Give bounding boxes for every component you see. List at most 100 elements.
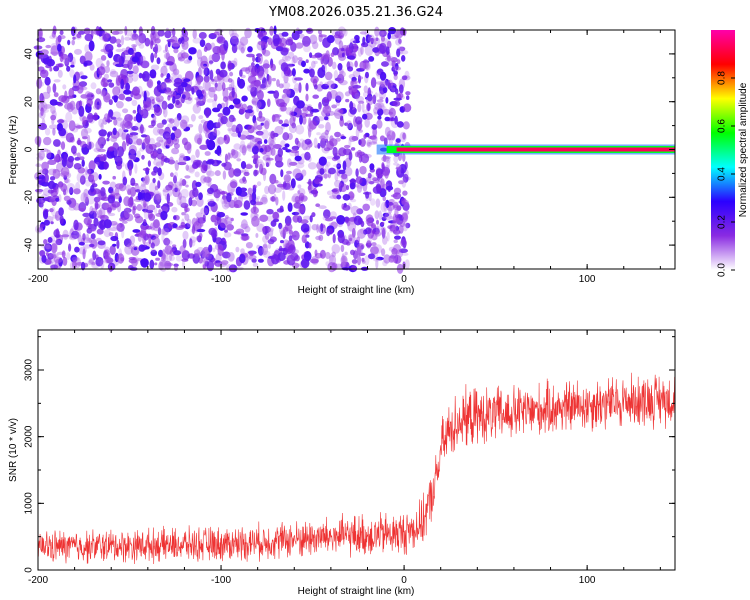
spectrogram-speckle: [290, 178, 296, 189]
spectrogram-speckle: [366, 95, 374, 106]
spectrogram-speckle: [256, 104, 260, 113]
spectrogram-speckle: [139, 124, 144, 134]
spectrogram-speckle: [63, 195, 71, 202]
spectrogram-speckle: [253, 120, 258, 130]
spectrogram-speckle: [157, 167, 162, 177]
spectrogram-speckle: [143, 219, 147, 226]
spectrogram-speckle: [359, 31, 367, 35]
spectrogram-speckle: [282, 82, 291, 89]
spectrogram-speckle: [192, 37, 202, 44]
spectrogram-speckle: [166, 240, 173, 246]
spectrogram-speckle: [86, 233, 89, 242]
spectrogram-speckle: [128, 58, 134, 69]
spectrogram-speckle: [171, 40, 181, 48]
spectrogram-speckle: [338, 169, 346, 175]
spectrogram-speckle: [55, 238, 63, 246]
spectrogram-speckle: [73, 163, 82, 170]
spectrogram-speckle: [329, 211, 337, 219]
spectrogram-speckle: [68, 205, 76, 211]
spectrogram-speckle: [196, 77, 202, 85]
spectrogram-speckle: [392, 66, 402, 71]
spectrogram-speckle: [58, 182, 62, 189]
spectrogram-speckle: [67, 52, 74, 63]
spectrogram-speckle: [260, 196, 268, 205]
spectrogram-speckle: [69, 187, 74, 195]
spectrogram-speckle: [282, 190, 286, 201]
spectrogram-speckle: [365, 34, 371, 44]
spectrogram-speckle: [311, 108, 320, 113]
spectrogram-speckle: [79, 156, 85, 161]
spectrogram-speckle: [337, 109, 344, 113]
spectrogram-speckle: [172, 68, 180, 76]
spectrogram-speckle: [326, 140, 334, 151]
spectrogram-speckle: [374, 244, 383, 254]
spectrogram-speckle: [243, 171, 250, 177]
spectrogram-speckle: [303, 68, 311, 74]
spectrogram-speckle: [49, 208, 54, 213]
spectrogram-speckle: [157, 192, 162, 200]
spectrogram-speckle: [384, 168, 389, 179]
spectrogram-speckle: [390, 252, 398, 263]
spectrogram-speckle: [199, 219, 204, 227]
spectrogram-speckle: [258, 70, 266, 81]
spectrogram-speckle: [350, 205, 360, 216]
spectrogram-speckle: [284, 223, 293, 232]
spectrogram-speckle: [365, 191, 370, 199]
spectrogram-speckle: [329, 216, 337, 220]
spectrogram-speckle: [61, 234, 70, 238]
spectrogram-speckle: [271, 77, 276, 82]
spectrogram-speckle: [274, 125, 284, 136]
spectrogram-speckle: [346, 55, 356, 60]
spectrogram-speckle: [156, 80, 161, 85]
spectrogram-speckle: [113, 192, 121, 200]
spectrogram-speckle: [379, 42, 387, 54]
spectrogram-speckle: [326, 110, 335, 116]
spectrogram-speckle: [273, 90, 280, 99]
spectrogram-speckle: [280, 105, 287, 112]
spectrogram-speckle: [184, 213, 190, 221]
spectrogram-speckle: [153, 193, 162, 205]
spectrogram-speckle: [230, 188, 235, 193]
spectrogram-speckle: [93, 147, 101, 153]
spectrogram-speckle: [279, 37, 288, 48]
spectrogram-speckle: [214, 221, 219, 226]
spectrogram-speckle: [325, 121, 331, 133]
spectrogram-speckle: [205, 160, 215, 165]
spectrogram-speckle: [144, 174, 150, 185]
spectrogram-speckle: [307, 127, 312, 138]
spectrogram-speckle: [108, 99, 113, 106]
spectrogram-speckle: [112, 175, 116, 180]
spectrogram-speckle: [382, 196, 387, 201]
spectrogram-speckle: [216, 211, 226, 218]
spectrogram-speckle: [125, 96, 133, 102]
spectrogram-speckle: [170, 172, 174, 177]
spectrogram-speckle: [180, 188, 189, 199]
spectrogram-speckle: [357, 243, 364, 250]
spectrogram-speckle: [71, 256, 79, 262]
spectrogram-speckle: [346, 120, 353, 130]
spectrogram-speckle: [372, 177, 378, 182]
spectrogram-speckle: [262, 250, 271, 258]
spectrogram-speckle: [131, 33, 139, 40]
spectrogram-speckle: [49, 99, 58, 106]
spectrogram-speckle: [135, 112, 143, 123]
spectrogram-speckle: [183, 59, 191, 64]
spectrogram-speckle: [241, 234, 250, 241]
spectrogram-speckle: [259, 214, 269, 222]
spectrogram-speckle: [221, 82, 226, 92]
spectrogram-speckle: [347, 66, 354, 72]
spectrogram-speckle: [53, 256, 63, 263]
spectrogram-speckle: [95, 237, 102, 242]
spectrogram-speckle: [259, 148, 264, 153]
spectrogram-speckle: [248, 254, 257, 260]
spectrogram-speckle: [242, 178, 247, 184]
spectrogram-speckle: [184, 175, 191, 179]
spectrogram-speckle: [393, 74, 398, 81]
spectrogram-speckle: [112, 111, 121, 119]
spectrogram-speckle: [75, 125, 84, 129]
spectrogram-speckle: [306, 29, 312, 33]
spectrogram-speckle: [220, 197, 226, 205]
spectrogram-speckle: [84, 51, 93, 62]
spectrogram-speckle: [401, 199, 409, 206]
spectrogram-speckle: [318, 205, 327, 210]
